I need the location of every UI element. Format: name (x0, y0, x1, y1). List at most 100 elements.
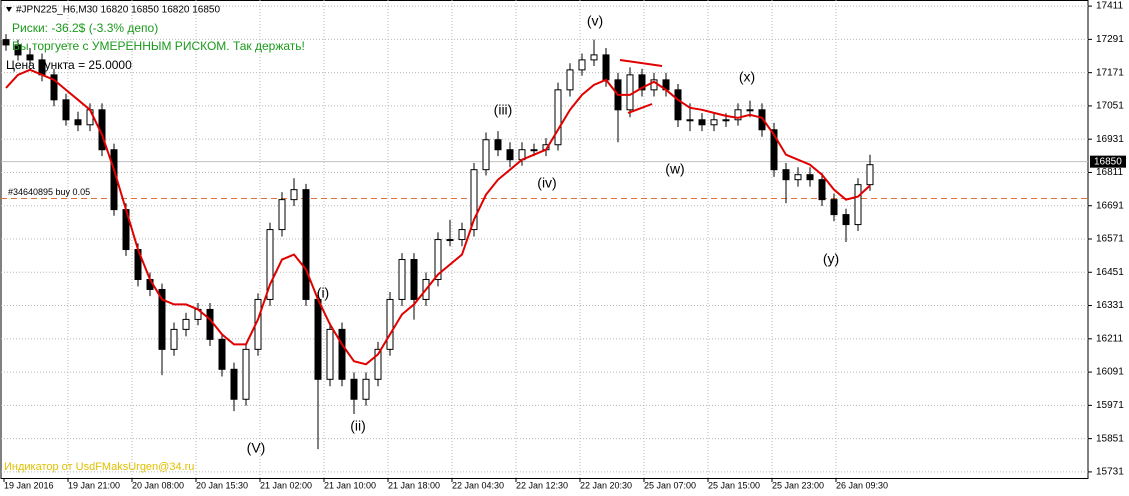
candle-body (866, 164, 874, 186)
point-price: Цена пункта = 25.0000 (6, 58, 132, 72)
x-tick-label: 21 Jan 18:00 (388, 480, 440, 490)
order-label: #34640895 buy 0.05 (8, 187, 90, 197)
wave-label: (y) (823, 251, 839, 267)
candle-body (854, 184, 862, 226)
x-tick-label: 22 Jan 12:30 (516, 480, 568, 490)
wave-label: (ii) (350, 418, 366, 434)
watermark: Индикатор от UsdFMaksUrgen@34.ru (4, 461, 194, 473)
x-tick-label: 20 Jan 15:30 (196, 480, 248, 490)
x-tick-label: 21 Jan 10:00 (324, 480, 376, 490)
candle-body (386, 298, 394, 350)
candle-body (470, 169, 478, 231)
candle-body (494, 139, 502, 151)
wave-label: (x) (739, 69, 755, 85)
candle-body (314, 298, 322, 380)
candle-body (590, 54, 598, 61)
candle-body (746, 109, 754, 112)
candle-body (806, 174, 814, 181)
x-tick-label: 22 Jan 20:30 (580, 480, 632, 490)
candle-body (218, 338, 226, 370)
x-tick-label: 19 Jan 21:00 (68, 480, 120, 490)
x-tick-label: 26 Jan 09:30 (836, 480, 888, 490)
candle-body (626, 74, 634, 111)
y-tick-label: 17411 (1096, 1, 1124, 12)
wave-label: (i) (317, 285, 329, 301)
y-tick-label: 17291 (1096, 34, 1124, 45)
wave-label: (iii) (494, 102, 513, 118)
candle-body (842, 214, 850, 226)
candle-body (710, 119, 718, 126)
candle-body (686, 119, 694, 122)
y-tick-label: 17171 (1096, 67, 1124, 78)
x-tick-label: 25 Jan 07:00 (644, 480, 696, 490)
candle-body (206, 308, 214, 340)
x-tick-label: 20 Jan 08:00 (132, 480, 184, 490)
candle-body (830, 199, 838, 216)
candle-body (638, 74, 646, 91)
candle-body (758, 109, 766, 131)
trend-line (619, 59, 663, 67)
y-tick-label: 16931 (1096, 134, 1124, 145)
x-tick-label: 22 Jan 04:30 (452, 480, 504, 490)
candle-body (26, 54, 34, 61)
y-tick-label: 16211 (1096, 333, 1124, 344)
y-tick-label: 15731 (1096, 467, 1124, 478)
y-tick-label: 17051 (1096, 101, 1124, 112)
candle-body (50, 74, 58, 101)
x-tick-label: 21 Jan 02:00 (260, 480, 312, 490)
candle-body (74, 119, 82, 126)
candle-body (2, 39, 10, 46)
candle-body (14, 44, 22, 56)
wave-label: (v) (587, 13, 603, 29)
candle-body (170, 328, 178, 350)
candle-body (698, 119, 706, 126)
candle-body (506, 149, 514, 161)
x-tick-label: 25 Jan 23:00 (772, 480, 824, 490)
risk-line: Риски: -36.2$ (-3.3% депо) (12, 21, 158, 35)
candle-body (578, 59, 586, 71)
candle-body (782, 169, 790, 181)
plot: #34640895 buy 0.05 (1, 34, 1088, 450)
candle-body (398, 259, 406, 300)
price-box-label: 16850 (1094, 156, 1122, 167)
candle-body (326, 328, 334, 380)
candle-body (734, 109, 742, 121)
candle-body (230, 368, 238, 400)
candle-body (458, 229, 466, 241)
grid (1, 0, 1088, 478)
candle-body (278, 199, 286, 231)
candle-body (158, 288, 166, 350)
menu-triangle (6, 7, 12, 12)
candle-body (350, 378, 358, 400)
candle-body (374, 348, 382, 380)
candle-body (362, 378, 370, 400)
y-tick-label: 15851 (1096, 433, 1124, 444)
candle-body (818, 179, 826, 201)
candle-body (794, 174, 802, 181)
candle-body (482, 139, 490, 171)
wave-label: (w) (665, 161, 684, 177)
y-tick-label: 15971 (1096, 400, 1124, 411)
candle-body (302, 189, 310, 300)
candle-body (410, 259, 418, 300)
y-tick-label: 16091 (1096, 367, 1124, 378)
wave-label: (iv) (537, 175, 556, 191)
candle-body (242, 348, 250, 400)
candle-body (722, 119, 730, 122)
candle-body (446, 239, 454, 242)
y-tick-label: 16691 (1096, 200, 1124, 211)
candle-body (182, 318, 190, 330)
moving-average (5, 68, 871, 366)
candle-body (62, 99, 70, 121)
candle-body (602, 54, 610, 81)
x-tick-label: 19 Jan 2016 (4, 480, 54, 490)
candle-body (554, 89, 562, 146)
y-tick-label: 16571 (1096, 234, 1124, 245)
risk-message: Вы торгуете с УМЕРЕННЫМ РИСКОМ. Так держ… (12, 39, 305, 53)
candle-body (290, 189, 298, 201)
candle-body (770, 129, 778, 171)
candle-body (566, 69, 574, 91)
candle-body (338, 328, 346, 380)
